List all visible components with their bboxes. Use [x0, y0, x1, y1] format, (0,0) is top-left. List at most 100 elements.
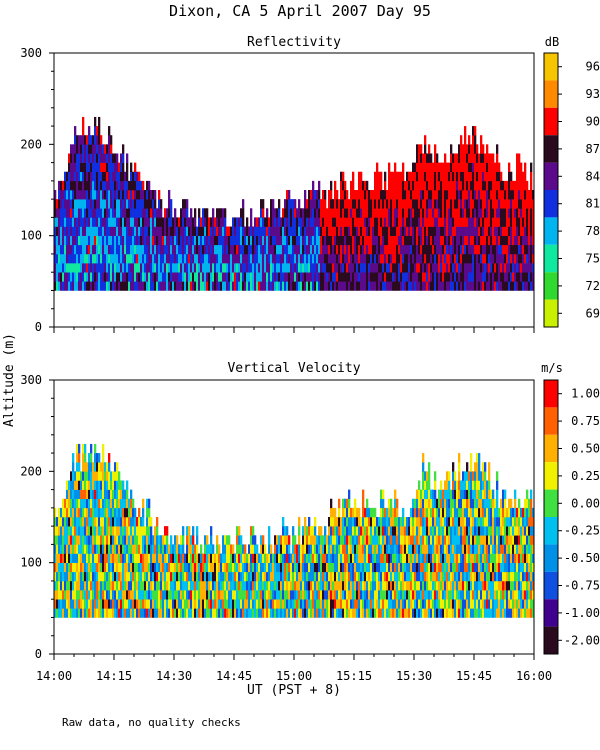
- velocity-heatmap-cell: [210, 580, 213, 591]
- reflectivity-heatmap-cell: [434, 253, 437, 264]
- reflectivity-heatmap-cell: [462, 244, 465, 255]
- reflectivity-heatmap-cell: [462, 162, 465, 173]
- reflectivity-heatmap-cell: [460, 135, 463, 145]
- reflectivity-heatmap-cell: [148, 272, 151, 282]
- reflectivity-heatmap-cell: [128, 281, 131, 291]
- reflectivity-heatmap-cell: [426, 171, 429, 182]
- reflectivity-heatmap-cell: [390, 171, 393, 182]
- reflectivity-heatmap-cell: [500, 281, 503, 291]
- velocity-heatmap-cell: [356, 517, 359, 527]
- velocity-heatmap-cell: [138, 517, 141, 527]
- reflectivity-heatmap-cell: [138, 208, 141, 218]
- reflectivity-heatmap-cell: [390, 263, 393, 273]
- velocity-heatmap-cell: [334, 544, 337, 554]
- reflectivity-heatmap-cell: [240, 281, 243, 291]
- velocity-heatmap-cell: [270, 544, 273, 554]
- velocity-heatmap-cell: [314, 544, 317, 554]
- velocity-heatmap-cell: [202, 580, 205, 591]
- velocity-heatmap-cell: [54, 571, 57, 582]
- reflectivity-heatmap-cell: [482, 272, 485, 282]
- velocity-heatmap-cell: [282, 599, 285, 609]
- velocity-heatmap-cell: [244, 590, 247, 600]
- velocity-heatmap-cell: [100, 498, 103, 509]
- reflectivity-heatmap-cell: [360, 281, 363, 291]
- velocity-heatmap-cell: [304, 553, 307, 563]
- reflectivity-heatmap-cell: [120, 217, 123, 227]
- reflectivity-heatmap-cell: [202, 253, 205, 264]
- velocity-heatmap-cell: [310, 553, 313, 563]
- reflectivity-heatmap-cell: [518, 180, 521, 191]
- reflectivity-heatmap-cell: [292, 235, 295, 246]
- velocity-heatmap-cell: [324, 580, 327, 591]
- reflectivity-heatmap-cell: [60, 235, 63, 246]
- reflectivity-heatmap-cell: [460, 244, 463, 255]
- reflectivity-heatmap-cell: [110, 135, 113, 145]
- reflectivity-heatmap-cell: [480, 135, 483, 145]
- reflectivity-heatmap-cell: [316, 208, 319, 218]
- velocity-heatmap-cell: [252, 553, 255, 563]
- velocity-heatmap-cell: [162, 571, 165, 582]
- reflectivity-heatmap-cell: [428, 144, 431, 154]
- reflectivity-heatmap-cell: [380, 253, 383, 264]
- velocity-heatmap-cell: [380, 507, 383, 518]
- velocity-heatmap-cell: [186, 535, 189, 545]
- reflectivity-heatmap-cell: [404, 199, 407, 209]
- reflectivity-heatmap-cell: [386, 244, 389, 255]
- velocity-heatmap-cell: [396, 608, 399, 618]
- reflectivity-heatmap-cell: [120, 208, 123, 218]
- reflectivity-heatmap-cell: [492, 153, 495, 163]
- reflectivity-heatmap-cell: [274, 281, 277, 291]
- reflectivity-heatmap-cell: [508, 226, 511, 236]
- reflectivity-heatmap-cell: [144, 244, 147, 255]
- reflectivity-heatmap-cell: [472, 126, 475, 136]
- velocity-heatmap-cell: [310, 599, 313, 609]
- reflectivity-heatmap-cell: [338, 272, 341, 282]
- velocity-heatmap-cell: [188, 562, 191, 573]
- velocity-heatmap-cell: [274, 590, 277, 600]
- reflectivity-heatmap-cell: [490, 272, 493, 282]
- reflectivity-heatmap-cell: [436, 217, 439, 227]
- reflectivity-heatmap-cell: [502, 263, 505, 273]
- reflectivity-heatmap-cell: [102, 244, 105, 255]
- reflectivity-heatmap-cell: [66, 226, 69, 236]
- velocity-heatmap-cell: [66, 517, 69, 527]
- reflectivity-heatmap-cell: [124, 171, 127, 182]
- reflectivity-heatmap-cell: [358, 171, 361, 182]
- velocity-heatmap-cell: [318, 599, 321, 609]
- reflectivity-heatmap-cell: [392, 180, 395, 191]
- reflectivity-heatmap-cell: [110, 235, 113, 246]
- reflectivity-heatmap-cell: [300, 208, 303, 218]
- velocity-heatmap-cell: [136, 571, 139, 582]
- reflectivity-heatmap-cell: [100, 253, 103, 264]
- velocity-heatmap-cell: [96, 599, 99, 609]
- reflectivity-heatmap-cell: [208, 226, 211, 236]
- velocity-heatmap-cell: [202, 571, 205, 582]
- reflectivity-heatmap-cell: [462, 235, 465, 246]
- velocity-heatmap-cell: [372, 517, 375, 527]
- velocity-heatmap: [54, 443, 535, 618]
- velocity-heatmap-cell: [276, 580, 279, 591]
- reflectivity-heatmap-cell: [360, 235, 363, 246]
- reflectivity-heatmap-cell: [82, 144, 85, 154]
- reflectivity-heatmap-cell: [106, 153, 109, 163]
- reflectivity-heatmap-cell: [338, 235, 341, 246]
- velocity-heatmap-cell: [394, 608, 397, 618]
- reflectivity-heatmap-cell: [334, 235, 337, 246]
- reflectivity-heatmap-cell: [216, 272, 219, 282]
- reflectivity-heatmap-cell: [230, 263, 233, 273]
- reflectivity-heatmap-cell: [306, 281, 309, 291]
- velocity-heatmap-cell: [216, 544, 219, 554]
- reflectivity-heatmap-cell: [480, 144, 483, 154]
- reflectivity-heatmap-cell: [450, 162, 453, 173]
- velocity-heatmap-cell: [130, 571, 133, 582]
- reflectivity-heatmap-cell: [64, 180, 67, 191]
- reflectivity-heatmap-cell: [326, 263, 329, 273]
- velocity-heatmap-cell: [104, 562, 107, 573]
- reflectivity-heatmap-cell: [462, 153, 465, 163]
- reflectivity-heatmap-cell: [182, 208, 185, 218]
- reflectivity-heatmap-cell: [100, 244, 103, 255]
- reflectivity-heatmap-cell: [516, 171, 519, 182]
- reflectivity-heatmap-cell: [264, 244, 267, 255]
- reflectivity-heatmap-cell: [318, 199, 321, 209]
- reflectivity-heatmap-cell: [460, 153, 463, 163]
